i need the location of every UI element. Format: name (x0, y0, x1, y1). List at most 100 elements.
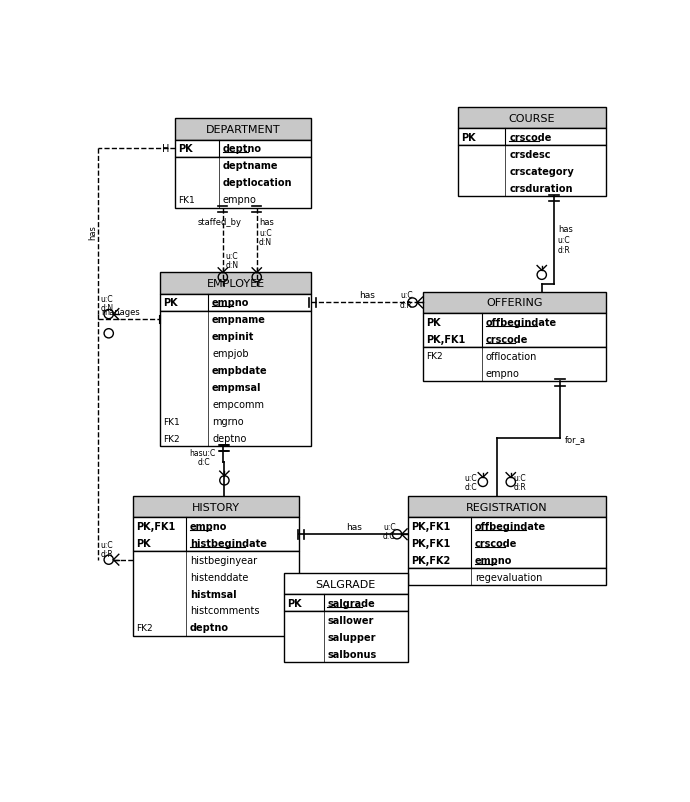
Text: empname: empname (212, 315, 266, 325)
Text: salupper: salupper (328, 632, 376, 642)
Text: histenddate: histenddate (190, 572, 248, 582)
Text: histmsal: histmsal (190, 589, 237, 599)
Bar (458, 107, 606, 129)
Bar (160, 311, 311, 447)
Text: crscategory: crscategory (509, 167, 574, 176)
Text: PK: PK (462, 133, 476, 143)
Bar (132, 517, 299, 552)
Bar (132, 552, 299, 636)
Text: histbegindate: histbegindate (190, 538, 267, 548)
Text: empmsal: empmsal (212, 383, 262, 393)
Text: d:C: d:C (197, 458, 210, 467)
Text: PK: PK (426, 318, 441, 327)
Text: has: has (359, 291, 375, 300)
Text: hasu:C: hasu:C (190, 448, 216, 458)
Text: empinit: empinit (212, 332, 255, 342)
Text: u:C: u:C (464, 473, 477, 482)
Text: FK2: FK2 (163, 434, 179, 443)
Text: d:N: d:N (225, 261, 238, 270)
Text: crscode: crscode (475, 538, 518, 548)
Bar (175, 119, 311, 141)
Text: offbegindate: offbegindate (475, 521, 546, 531)
Text: empno: empno (475, 555, 513, 565)
Bar (408, 496, 606, 517)
Text: has: has (88, 225, 97, 240)
Text: empjob: empjob (212, 349, 248, 358)
Text: PK: PK (136, 538, 150, 548)
Text: histbeginyear: histbeginyear (190, 555, 257, 565)
Bar (458, 129, 606, 146)
Text: PK,FK1: PK,FK1 (411, 521, 451, 531)
Bar (132, 496, 299, 517)
Text: deptno: deptno (212, 433, 246, 444)
Text: d:R: d:R (558, 245, 571, 254)
Text: histcomments: histcomments (190, 606, 259, 616)
Bar (424, 314, 606, 348)
Text: d:R: d:R (400, 300, 413, 309)
Text: crscode: crscode (509, 133, 551, 143)
Text: manages: manages (101, 308, 141, 317)
Text: deptno: deptno (223, 144, 262, 154)
Text: u:C: u:C (558, 236, 571, 245)
Text: REGISTRATION: REGISTRATION (466, 502, 547, 512)
Text: crsduration: crsduration (509, 184, 573, 193)
Text: PK: PK (163, 298, 177, 308)
Text: d:C: d:C (383, 532, 395, 541)
Text: deptlocation: deptlocation (223, 178, 292, 188)
Bar (408, 517, 606, 569)
Text: empno: empno (486, 368, 520, 378)
Text: crscode: crscode (486, 334, 528, 344)
Text: salbonus: salbonus (328, 649, 377, 658)
Text: d:R: d:R (514, 483, 526, 492)
Bar (284, 594, 408, 611)
Text: offbegindate: offbegindate (486, 318, 557, 327)
Text: PK: PK (179, 144, 193, 154)
Text: empno: empno (223, 195, 257, 205)
Text: empno: empno (190, 521, 227, 531)
Text: offlocation: offlocation (486, 351, 537, 361)
Bar (284, 573, 408, 594)
Bar (424, 348, 606, 382)
Text: H: H (161, 144, 169, 154)
Text: COURSE: COURSE (509, 114, 555, 124)
Text: FK2: FK2 (426, 352, 443, 361)
Text: u:C: u:C (225, 252, 238, 261)
Bar (175, 158, 311, 209)
Bar (408, 569, 606, 585)
Text: has: has (259, 218, 274, 227)
Text: u:C: u:C (100, 540, 113, 549)
Text: staffed_by: staffed_by (198, 218, 242, 227)
Text: mgrno: mgrno (212, 416, 244, 427)
Bar (424, 293, 606, 314)
Text: SALGRADE: SALGRADE (316, 579, 376, 589)
Text: empcomm: empcomm (212, 399, 264, 410)
Text: has: has (346, 522, 362, 532)
Text: FK1: FK1 (179, 196, 195, 205)
Text: HISTORY: HISTORY (192, 502, 240, 512)
Text: DEPARTMENT: DEPARTMENT (206, 125, 281, 135)
Text: u:C: u:C (259, 229, 272, 237)
Text: has: has (558, 225, 573, 233)
Text: PK,FK2: PK,FK2 (411, 555, 451, 565)
Bar (160, 294, 311, 311)
Bar (160, 273, 311, 294)
Bar (458, 146, 606, 197)
Text: PK,FK1: PK,FK1 (136, 521, 175, 531)
Text: OFFERING: OFFERING (486, 298, 543, 308)
Text: deptno: deptno (190, 622, 229, 633)
Text: u:C: u:C (100, 295, 113, 304)
Text: d:N: d:N (259, 238, 272, 247)
Text: deptname: deptname (223, 161, 278, 171)
Text: crsdesc: crsdesc (509, 150, 551, 160)
Text: FK1: FK1 (163, 417, 179, 426)
Text: for_a: for_a (564, 435, 586, 444)
Text: d:N: d:N (100, 304, 113, 313)
Text: regevaluation: regevaluation (475, 572, 542, 582)
Text: u:C: u:C (383, 522, 395, 532)
Text: PK,FK1: PK,FK1 (426, 334, 466, 344)
Text: empbdate: empbdate (212, 366, 268, 376)
Text: salgrade: salgrade (328, 598, 375, 608)
Bar (284, 611, 408, 662)
Bar (175, 141, 311, 158)
Text: EMPLOYEE: EMPLOYEE (206, 279, 264, 289)
